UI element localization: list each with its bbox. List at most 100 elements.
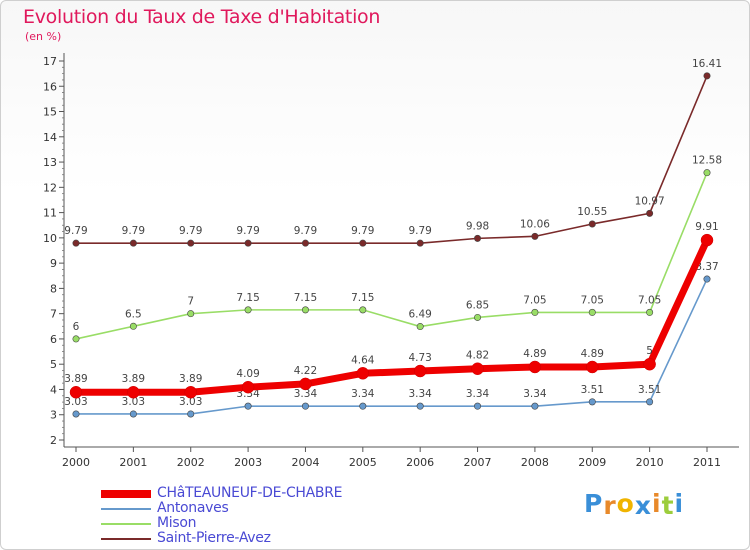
data-point — [643, 357, 656, 371]
data-point — [129, 239, 137, 247]
data-point — [588, 220, 596, 228]
legend-swatch — [101, 508, 151, 510]
chart-subtitle: (en %) — [25, 30, 62, 43]
y-tick-label: 5 — [50, 358, 57, 371]
data-point — [416, 323, 424, 331]
x-tick-label: 2008 — [521, 456, 549, 469]
data-label: 4.82 — [466, 350, 489, 362]
y-tick-label: 7 — [50, 308, 57, 321]
data-label: 8.37 — [695, 261, 718, 273]
series-line-3 — [72, 236, 711, 396]
y-tick-label: 9 — [50, 257, 57, 270]
series-line-0 — [75, 75, 708, 244]
data-label: 9.79 — [64, 225, 87, 237]
data-label: 12.58 — [692, 155, 722, 167]
data-point — [703, 72, 711, 80]
x-tick-label: 2009 — [578, 456, 606, 469]
data-label: 6.49 — [408, 309, 431, 321]
logo-letter: x — [634, 491, 652, 520]
data-point — [244, 239, 252, 247]
data-point — [301, 402, 309, 410]
data-label: 3.34 — [466, 388, 490, 400]
data-point — [129, 322, 137, 330]
data-point — [646, 398, 654, 406]
data-label: 10.97 — [635, 195, 665, 207]
data-point — [416, 239, 424, 247]
data-point — [127, 385, 140, 399]
data-point — [301, 239, 309, 247]
data-point — [359, 239, 367, 247]
legend-label: Saint-Pierre-Avez — [157, 530, 271, 546]
data-point — [703, 169, 711, 177]
x-tick-label: 2004 — [291, 456, 319, 469]
data-point — [184, 385, 197, 399]
data-label: 6 — [73, 321, 80, 333]
y-tick-label: 11 — [43, 207, 57, 220]
data-label: 3.34 — [294, 388, 318, 400]
data-label: 7.15 — [351, 292, 374, 304]
data-label: 9.91 — [695, 221, 718, 233]
data-label: 5 — [646, 345, 653, 357]
y-tick-label: 4 — [50, 383, 57, 396]
data-label: 4.73 — [408, 352, 431, 364]
legend-swatch — [101, 523, 151, 525]
data-point — [531, 308, 539, 316]
y-tick-label: 15 — [43, 106, 57, 119]
data-point — [244, 402, 252, 410]
data-point — [359, 306, 367, 314]
data-label: 10.55 — [577, 206, 607, 218]
data-label: 3.34 — [408, 388, 432, 400]
y-tick-label: 17 — [43, 55, 57, 68]
data-label: 7.15 — [236, 292, 259, 304]
data-label: 7.15 — [294, 292, 317, 304]
legend-label: Mison — [157, 515, 197, 531]
logo-letter: i — [674, 489, 685, 518]
x-tick-label: 2005 — [349, 456, 377, 469]
data-label: 9.79 — [179, 225, 202, 237]
data-point — [299, 377, 312, 391]
logo-letter: i — [652, 489, 662, 518]
legend-swatch — [101, 538, 151, 540]
x-tick-label: 2011 — [693, 456, 721, 469]
data-point — [474, 234, 482, 242]
data-label: 16.41 — [692, 58, 722, 70]
data-label: 4.22 — [294, 365, 317, 377]
x-tick-label: 2007 — [464, 456, 492, 469]
logo-letter: r — [603, 491, 617, 520]
data-label: 3.51 — [581, 384, 604, 396]
data-point — [187, 239, 195, 247]
data-label: 9.98 — [466, 220, 489, 232]
data-point — [416, 402, 424, 410]
x-tick-label: 2003 — [234, 456, 262, 469]
series-line-1 — [75, 171, 708, 340]
data-point — [646, 209, 654, 217]
data-label: 3.89 — [179, 373, 202, 385]
data-point — [646, 308, 654, 316]
data-label: 3.89 — [122, 373, 145, 385]
data-label: 4.09 — [236, 368, 259, 380]
y-tick-label: 8 — [50, 282, 57, 295]
y-tick-label: 12 — [43, 181, 57, 194]
data-label: 4.89 — [581, 348, 604, 360]
legend-label: Antonaves — [157, 500, 229, 516]
data-point — [474, 313, 482, 321]
data-point — [301, 306, 309, 314]
data-point — [413, 364, 427, 378]
data-point — [244, 306, 252, 314]
data-label: 3.34 — [351, 388, 375, 400]
y-tick-label: 3 — [50, 409, 57, 422]
data-label: 9.79 — [122, 225, 145, 237]
data-label: 4.64 — [351, 354, 375, 366]
data-label: 3.03 — [64, 396, 87, 408]
data-point — [187, 410, 195, 418]
y-tick-label: 13 — [43, 156, 57, 169]
data-label: 3.51 — [638, 384, 661, 396]
legend-swatch — [101, 490, 151, 498]
data-label: 9.79 — [294, 225, 317, 237]
data-label: 4.89 — [523, 348, 546, 360]
data-point — [356, 367, 370, 380]
data-label: 7 — [187, 296, 194, 308]
data-point — [129, 410, 137, 418]
x-tick-label: 2001 — [119, 456, 147, 469]
